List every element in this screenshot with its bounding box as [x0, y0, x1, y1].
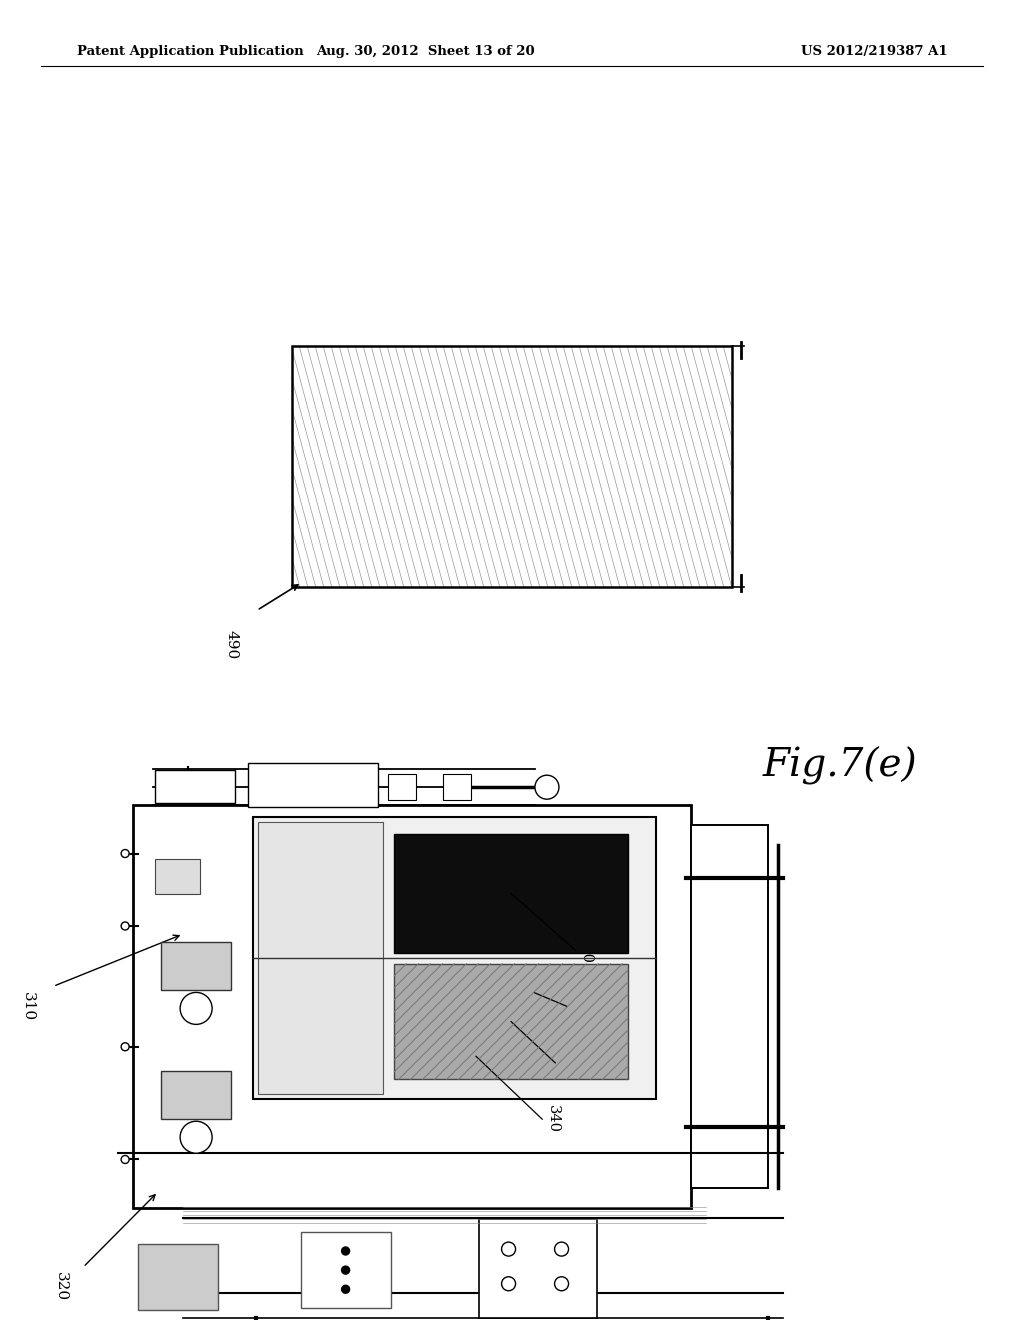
- Circle shape: [121, 1155, 129, 1163]
- Circle shape: [121, 921, 129, 931]
- Text: 350: 350: [580, 936, 593, 964]
- Bar: [394, 834, 628, 953]
- Circle shape: [121, 1043, 129, 1051]
- Bar: [253, 817, 656, 1100]
- Circle shape: [121, 850, 129, 858]
- Bar: [138, 1245, 218, 1311]
- Text: Patent Application Publication: Patent Application Publication: [77, 45, 303, 58]
- Circle shape: [180, 993, 212, 1024]
- Bar: [394, 964, 628, 1080]
- Text: Aug. 30, 2012  Sheet 13 of 20: Aug. 30, 2012 Sheet 13 of 20: [315, 45, 535, 58]
- Text: 410: 410: [571, 993, 586, 1020]
- Bar: [248, 763, 378, 808]
- Text: 340: 340: [546, 1105, 560, 1134]
- Text: 455: 455: [559, 1049, 573, 1077]
- Bar: [155, 859, 200, 894]
- Circle shape: [535, 775, 559, 799]
- Text: 490: 490: [225, 631, 239, 660]
- Bar: [388, 775, 416, 800]
- Circle shape: [502, 1242, 515, 1257]
- Bar: [161, 1071, 231, 1119]
- Bar: [301, 1232, 390, 1308]
- Bar: [443, 775, 471, 800]
- Circle shape: [502, 1276, 515, 1291]
- Circle shape: [342, 1247, 349, 1255]
- Bar: [691, 825, 768, 1188]
- Bar: [161, 942, 231, 990]
- Text: 310: 310: [22, 991, 35, 1022]
- Text: 320: 320: [54, 1272, 69, 1302]
- Bar: [133, 805, 691, 1208]
- Bar: [292, 346, 732, 587]
- Bar: [292, 346, 732, 587]
- Text: US 2012/219387 A1: US 2012/219387 A1: [801, 45, 947, 58]
- Bar: [155, 770, 236, 803]
- Circle shape: [342, 1266, 349, 1274]
- Bar: [258, 822, 383, 1094]
- Circle shape: [342, 1286, 349, 1294]
- Circle shape: [555, 1276, 568, 1291]
- Circle shape: [555, 1242, 568, 1257]
- Text: Fig.7(e): Fig.7(e): [762, 746, 918, 785]
- Circle shape: [180, 1121, 212, 1154]
- Bar: [479, 1220, 597, 1319]
